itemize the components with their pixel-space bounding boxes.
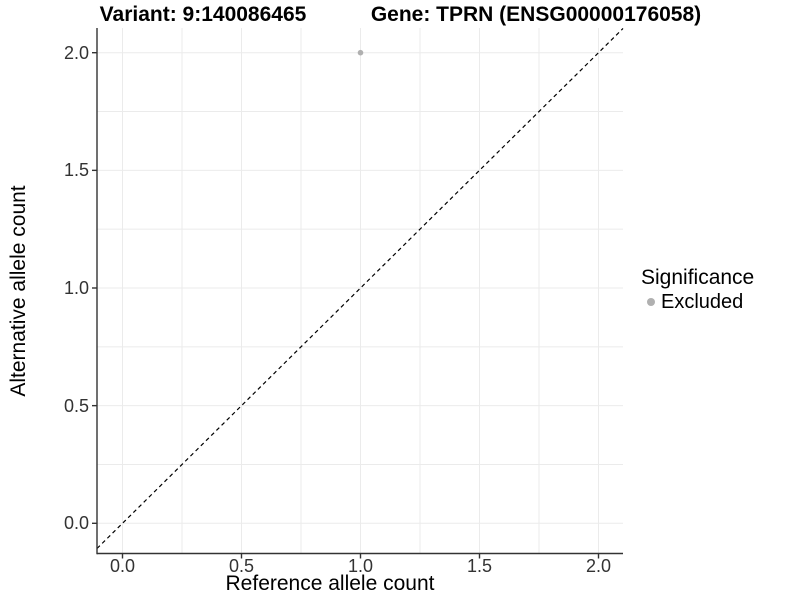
x-tick-label: 0.5 xyxy=(228,556,255,576)
identity-reference-line xyxy=(96,28,624,549)
legend-point-icon xyxy=(647,298,655,306)
y-tick-label: 0.5 xyxy=(63,395,89,416)
y-tick-label: 0.0 xyxy=(63,513,89,534)
x-axis-title: Reference allele count xyxy=(225,572,435,595)
plot-title-variant: Variant: 9:140086465 xyxy=(99,3,307,26)
y-tick-label: 1.5 xyxy=(63,160,89,181)
legend: Significance Excluded xyxy=(641,266,754,314)
x-tick-label: 1.0 xyxy=(347,556,374,576)
legend-title: Significance xyxy=(641,266,755,289)
legend-item-label: Excluded xyxy=(661,291,744,313)
x-tick-label: 2.0 xyxy=(585,556,612,576)
x-tick-label: 0.0 xyxy=(109,556,136,576)
legend-item-excluded: Excluded xyxy=(641,290,754,314)
y-axis-title: Alternative allele count xyxy=(7,185,30,397)
plot-title-gene: Gene: TPRN (ENSG00000176058) xyxy=(370,3,702,26)
x-tick-label: 1.5 xyxy=(466,556,493,576)
y-tick-label: 2.0 xyxy=(63,42,89,63)
y-tick-label: 1.0 xyxy=(63,278,89,298)
data-point xyxy=(357,49,364,56)
